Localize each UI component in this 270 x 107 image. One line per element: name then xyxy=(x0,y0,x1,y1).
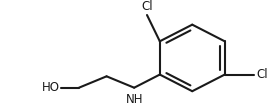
Text: HO: HO xyxy=(42,81,60,94)
Text: NH: NH xyxy=(126,93,143,106)
Text: Cl: Cl xyxy=(141,0,153,13)
Text: Cl: Cl xyxy=(256,68,268,81)
